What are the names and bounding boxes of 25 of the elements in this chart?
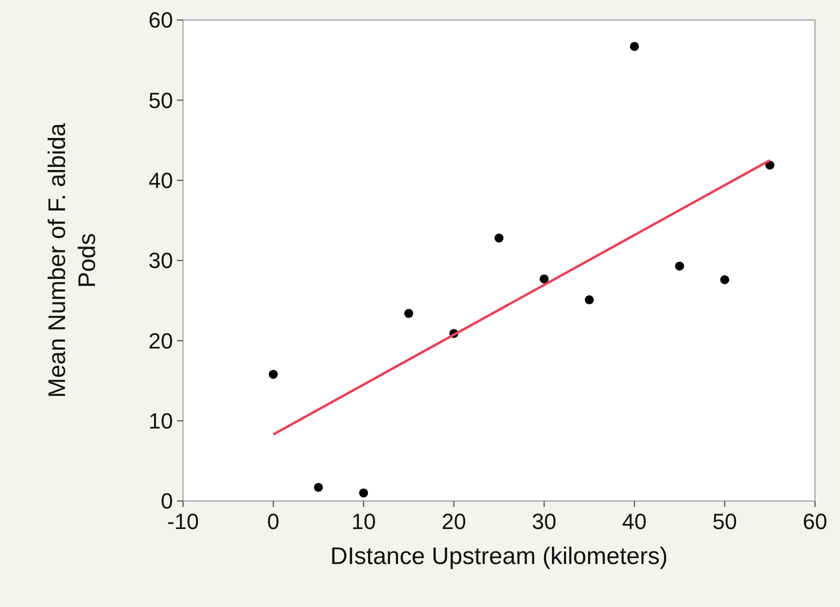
point xyxy=(630,42,639,51)
y-tick-label: 60 xyxy=(148,8,173,33)
point xyxy=(584,295,594,304)
y-tick-label: 10 xyxy=(148,408,173,434)
point xyxy=(540,274,549,284)
y-tick-label: 20 xyxy=(148,328,173,354)
point xyxy=(404,308,414,318)
point xyxy=(675,262,684,271)
x-tick-label: 40 xyxy=(622,509,647,534)
y-axis-title: Mean Number of F. albida Pods xyxy=(44,122,101,398)
point xyxy=(268,370,278,379)
x-tick-label: 60 xyxy=(802,509,828,534)
y-tick-label: 30 xyxy=(148,248,173,274)
x-tick-label: 20 xyxy=(442,509,466,534)
x-tick-label: 30 xyxy=(532,509,556,534)
point xyxy=(720,275,730,284)
x-axis-title: DIstance Upstream (kilometers) xyxy=(330,543,668,570)
point xyxy=(314,482,323,492)
y-tick-label: 50 xyxy=(148,88,173,113)
x-tick-label: 0 xyxy=(267,509,280,534)
x-tick-label: 50 xyxy=(712,509,737,534)
y-tick-label: 40 xyxy=(148,168,173,194)
point xyxy=(359,488,368,498)
point xyxy=(494,234,504,243)
x-tick-label: 10 xyxy=(351,509,376,534)
